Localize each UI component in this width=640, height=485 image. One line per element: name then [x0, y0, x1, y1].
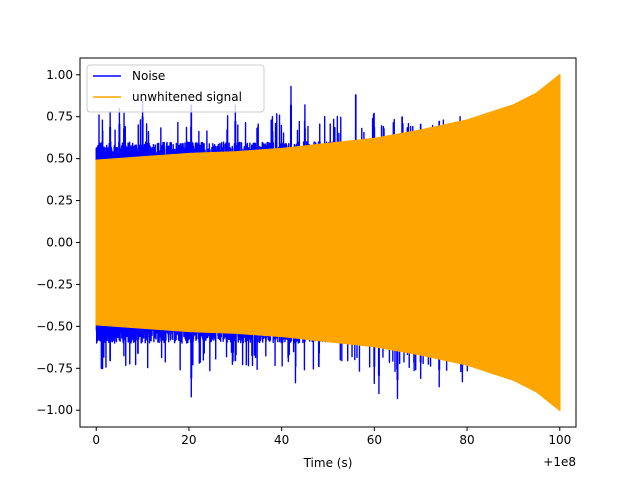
- y-tick-label: −0.75: [36, 361, 73, 375]
- x-tick-label: 100: [548, 433, 571, 447]
- x-axis-label: Time (s): [303, 456, 353, 470]
- y-tick-label: 1.00: [46, 68, 73, 82]
- y-tick-label: −0.50: [36, 319, 73, 333]
- y-tick-label: 0.50: [46, 152, 73, 166]
- y-axis: 1.00 0.75 0.50 0.25 0.00 −0.25 −0.50 −0.75 −1.00: [36, 68, 80, 417]
- y-tick-label: −0.25: [36, 277, 73, 291]
- y-tick-label: 0.00: [46, 236, 73, 250]
- y-tick-label: 0.75: [46, 110, 73, 124]
- x-axis: 0 20 40 60 80 100: [92, 427, 571, 447]
- x-offset-label: +1e8: [543, 455, 576, 469]
- y-tick-label: −1.00: [36, 403, 73, 417]
- legend-label-signal: unwhitened signal: [132, 90, 242, 104]
- y-tick-label: 0.25: [46, 194, 73, 208]
- x-tick-label: 60: [367, 433, 382, 447]
- x-tick-label: 0: [92, 433, 100, 447]
- series-line-unwhitened-signal: [95, 74, 561, 411]
- legend-box: [86, 64, 265, 113]
- series-layer: [95, 74, 561, 411]
- legend: Noise unwhitened signal: [86, 64, 265, 113]
- legend-label-noise: Noise: [132, 69, 165, 83]
- x-tick-label: 80: [459, 433, 474, 447]
- x-tick-label: 20: [181, 433, 196, 447]
- x-tick-label: 40: [274, 433, 289, 447]
